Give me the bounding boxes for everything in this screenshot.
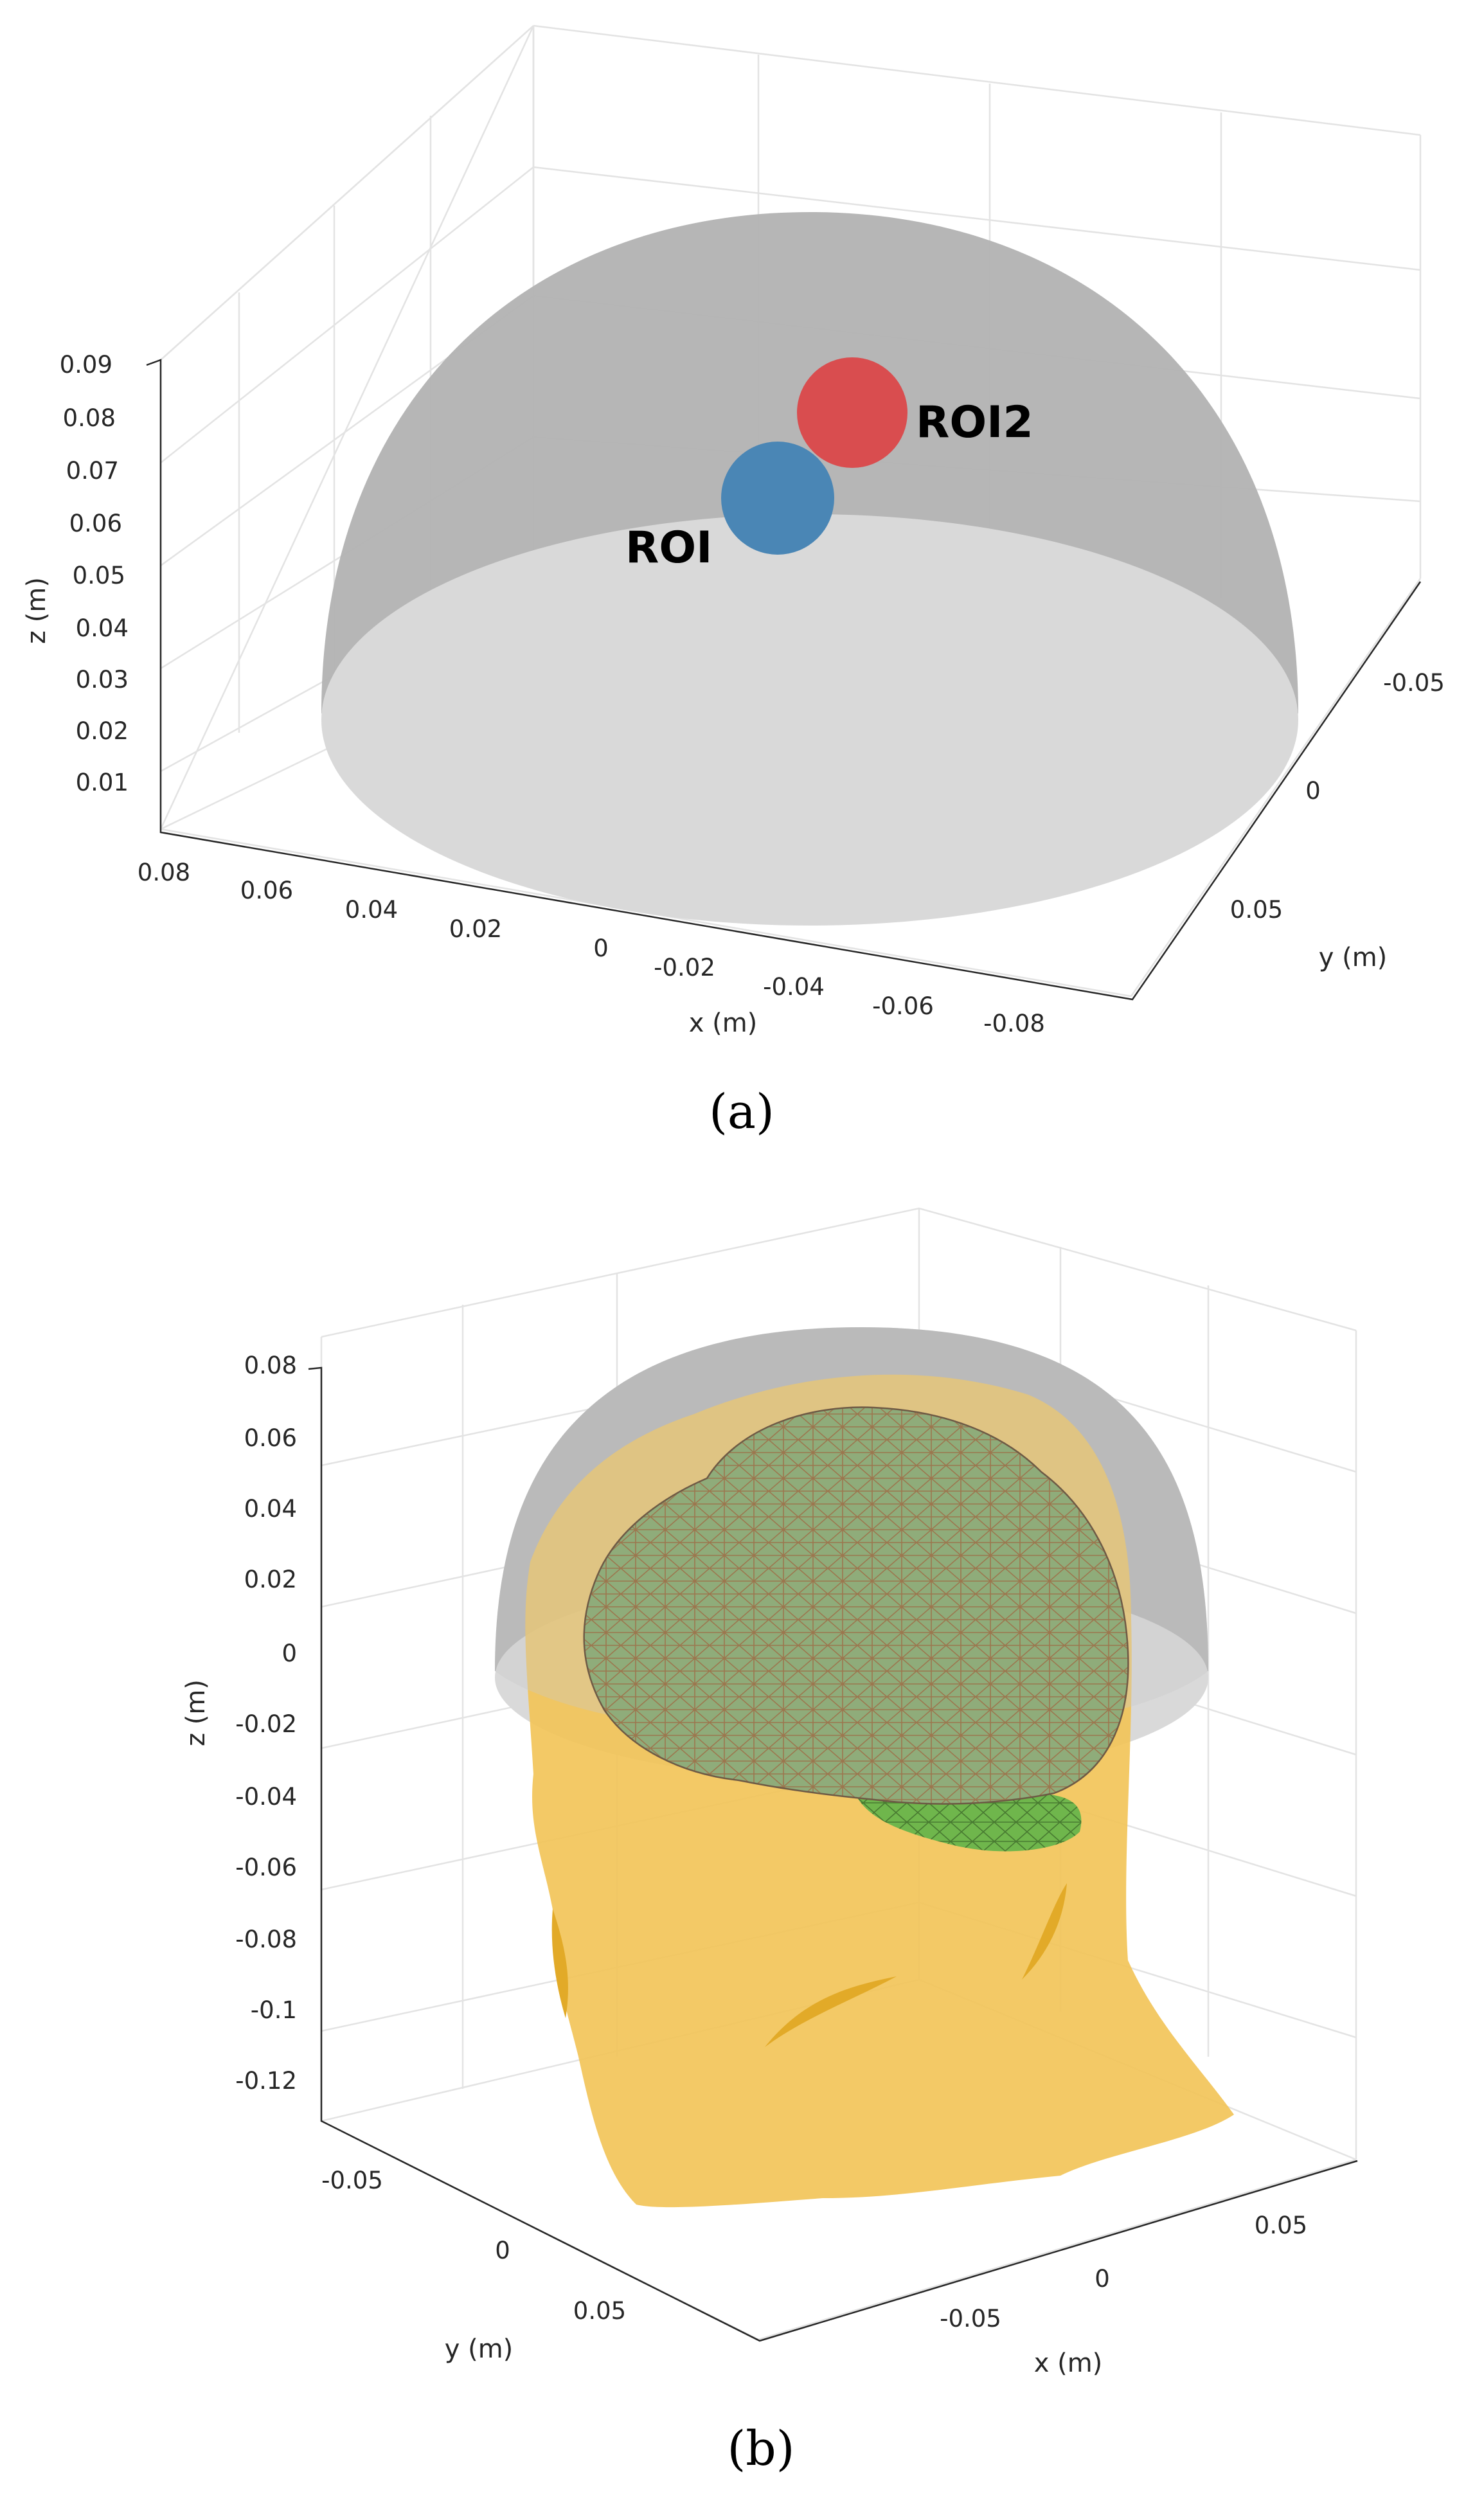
- y-tick: 0.05: [1230, 896, 1283, 924]
- x-tick: -0.02: [654, 954, 715, 981]
- panel-b-z-ticks: 0.08 0.06 0.04 0.02 0 -0.02 -0.04 -0.06 …: [235, 1352, 297, 2095]
- z-tick: 0.08: [244, 1352, 297, 1379]
- z-tick: 0.05: [73, 562, 125, 589]
- y-axis-label: y (m): [1319, 943, 1388, 972]
- scalp-fold: [551, 1909, 568, 2018]
- z-tick: 0.03: [76, 666, 129, 694]
- z-tick: 0.06: [244, 1424, 297, 1452]
- z-tick: 0.04: [244, 1495, 297, 1523]
- z-tick: 0.07: [66, 457, 119, 485]
- z-tick: -0.12: [235, 2067, 297, 2095]
- x-tick: -0.05: [940, 2305, 1001, 2332]
- panel-a-axes: [146, 359, 1422, 1001]
- brain-mesh: [584, 1407, 1129, 1804]
- roi2-sphere: [797, 357, 907, 468]
- z-axis-label: z (m): [181, 1679, 211, 1746]
- x-tick: 0.02: [449, 915, 502, 943]
- roi2-label: ROI2: [916, 397, 1033, 448]
- panel-a-z-ticks: 0.09 0.08 0.07 0.06 0.05 0.04 0.03 0.02 …: [60, 351, 129, 796]
- panel-a: ROI2 ROI 0.09 0.08 0.07 0.06 0.05 0.04 0…: [22, 24, 1445, 1140]
- roi-label: ROI: [625, 523, 712, 573]
- z-tick: 0.02: [76, 717, 129, 745]
- y-tick: 0: [495, 2237, 510, 2264]
- z-tick: -0.02: [235, 1710, 297, 1738]
- panel-b: 0.08 0.06 0.04 0.02 0 -0.02 -0.04 -0.06 …: [181, 1207, 1358, 2476]
- panel-b-y-ticks: -0.05 0 0.05: [321, 2167, 626, 2325]
- z-tick: -0.08: [235, 1926, 297, 1953]
- z-tick: 0.04: [76, 614, 129, 642]
- brain-underside-mesh: [855, 1793, 1082, 1852]
- panel-b-x-ticks: -0.05 0 0.05: [940, 2212, 1307, 2332]
- y-tick: 0.05: [573, 2297, 626, 2325]
- x-tick: -0.06: [872, 992, 934, 1020]
- panel-b-caption: (b): [727, 2421, 794, 2476]
- z-tick: -0.04: [235, 1783, 297, 1811]
- brain-outline: [583, 1406, 1129, 1805]
- x-axis-label: x (m): [689, 1008, 758, 1038]
- roi-sphere: [721, 442, 834, 555]
- x-tick: 0: [1095, 2265, 1110, 2293]
- z-tick: -0.06: [235, 1854, 297, 1881]
- y-axis-label: y (m): [445, 2334, 514, 2364]
- x-tick: 0: [593, 935, 609, 962]
- z-tick: -0.1: [251, 1996, 297, 2024]
- x-tick: 0.05: [1255, 2212, 1307, 2239]
- x-axis-label: x (m): [1034, 2349, 1103, 2378]
- hemisphere-base: [321, 514, 1298, 926]
- z-tick: 0.08: [63, 404, 116, 432]
- z-tick: 0: [282, 1640, 297, 1667]
- z-tick: 0.09: [60, 351, 112, 379]
- panel-a-y-ticks: -0.05 0 0.05: [1230, 669, 1445, 924]
- scalp-fold: [1022, 1883, 1067, 1980]
- panel-b-axes: [308, 1366, 1358, 2342]
- y-tick: -0.05: [321, 2167, 383, 2194]
- z-tick: 0.02: [244, 1566, 297, 1593]
- x-tick: -0.04: [763, 973, 825, 1001]
- x-tick: 0.06: [240, 877, 293, 904]
- x-tick: 0.08: [138, 859, 190, 886]
- z-tick: 0.01: [76, 769, 129, 796]
- z-axis-label: z (m): [22, 577, 51, 644]
- z-tick: 0.06: [69, 510, 122, 537]
- panel-a-caption: (a): [709, 1084, 774, 1140]
- y-tick: 0: [1305, 777, 1321, 805]
- x-tick: -0.08: [983, 1010, 1045, 1037]
- x-tick: 0.04: [345, 896, 398, 924]
- y-tick: -0.05: [1383, 669, 1445, 697]
- panel-a-x-ticks: 0.08 0.06 0.04 0.02 0 -0.02 -0.04 -0.06 …: [138, 859, 1045, 1037]
